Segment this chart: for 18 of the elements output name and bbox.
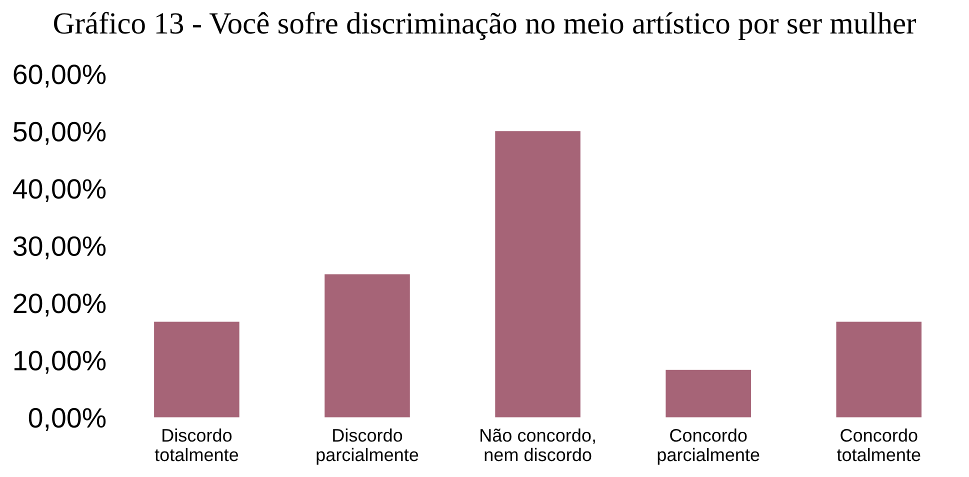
bar [666,370,751,418]
bar [324,274,410,418]
y-tick-label: 0,00% [28,408,106,431]
y-tick-label: 30,00% [13,236,106,260]
x-tick-label: Discordo parcialmente [316,428,418,465]
bar [495,131,580,418]
bar [154,322,240,418]
y-tick-label: 50,00% [13,122,106,145]
y-tick-label: 10,00% [14,350,106,374]
y-tick-label: 20,00% [14,294,106,317]
chart-title: Gráfico 13 - Você sofre discriminação no meio artístico por ser mulher [54,12,916,40]
x-tick-label: Discordo totalmente [154,428,238,462]
x-tick-label: Concordo totalmente [837,428,920,462]
x-tick-label: Não concordo, nem discordo [480,428,595,462]
y-tick-label: 40,00% [13,179,106,202]
x-tick-label: Concordo parcialmente [658,428,760,465]
bar [836,322,922,418]
y-tick-label: 60,00% [14,64,106,88]
